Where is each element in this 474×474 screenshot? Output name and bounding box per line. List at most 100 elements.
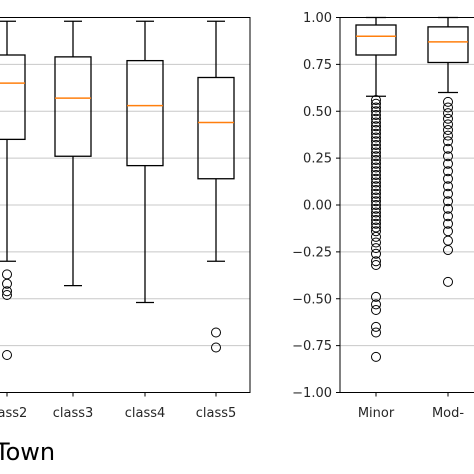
outlier-point <box>2 278 12 289</box>
outlier-point <box>443 166 453 177</box>
x-tick-label: Minor <box>358 406 395 421</box>
outlier-point <box>371 143 381 154</box>
outlier-point <box>371 121 381 132</box>
outlier-point <box>371 351 381 362</box>
y-tick-label: −1.00 <box>292 386 332 401</box>
x-tick-label: class5 <box>196 406 237 421</box>
outlier-point <box>371 188 381 199</box>
outlier-point <box>371 113 381 124</box>
outlier-point <box>371 128 381 139</box>
outlier-point <box>443 130 453 141</box>
y-tick-label: 1.00 <box>303 11 332 26</box>
outlier-point <box>443 245 453 255</box>
outlier-point <box>371 147 381 158</box>
outlier-point <box>371 218 381 229</box>
outlier-point <box>443 276 453 287</box>
outlier-point <box>371 95 381 105</box>
outlier-point <box>371 102 381 113</box>
outlier-point <box>371 140 381 150</box>
outlier-point <box>371 106 381 117</box>
outlier-point <box>371 256 381 267</box>
outlier-point <box>371 155 381 165</box>
outlier-point <box>371 231 381 242</box>
outlier-point <box>443 173 453 184</box>
iqr-box <box>0 54 26 141</box>
outlier-point <box>371 327 381 338</box>
box-Mod- <box>427 16 469 287</box>
right-box-plot-panel: 1.00 0.75 0.50 0.25 0.00 −0.25 −0.50 −0.75 −1.00… <box>292 11 474 421</box>
outlier-point <box>443 235 453 246</box>
right-y-axis-ticks: 1.00 0.75 0.50 0.25 0.00 −0.25 −0.50 −0.75 −1.00 <box>292 11 340 401</box>
outlier-point <box>371 162 381 173</box>
outlier-point <box>371 192 381 203</box>
outlier-point <box>371 196 381 207</box>
outlier-point <box>2 286 12 297</box>
iqr-box <box>126 59 164 167</box>
outlier-point <box>2 350 12 360</box>
outlier-point <box>371 158 381 169</box>
iqr-box <box>197 76 235 180</box>
outlier-point <box>443 113 453 124</box>
outlier-point <box>2 269 12 280</box>
outlier-point <box>371 248 381 259</box>
x-tick-label: class2 <box>0 406 27 421</box>
right-boxes <box>355 16 469 362</box>
outlier-point <box>2 290 12 300</box>
iqr-box <box>355 24 397 56</box>
y-tick-label: −0.75 <box>292 339 332 354</box>
outlier-point <box>371 181 381 192</box>
outlier-point <box>371 136 381 147</box>
outlier-point <box>371 173 381 184</box>
y-tick-label: 0.00 <box>303 199 332 214</box>
outlier-point <box>371 215 381 225</box>
outlier-point <box>443 119 453 130</box>
outlier-point <box>443 196 453 207</box>
box-Minor <box>355 16 397 362</box>
outlier-point <box>371 260 381 270</box>
outlier-point <box>371 132 381 143</box>
box-class3 <box>54 20 92 287</box>
left-gridlines <box>0 17 250 393</box>
outlier-point <box>371 291 381 302</box>
outlier-point <box>371 226 381 237</box>
outlier-point <box>371 207 381 218</box>
outlier-point <box>443 136 453 147</box>
x-tick-label: class3 <box>53 406 94 421</box>
outlier-point <box>443 108 453 119</box>
y-tick-label: 0.75 <box>303 58 332 73</box>
left-box-plot-panel: class2 class3 class4 class5 <box>0 17 251 421</box>
outlier-point <box>371 170 381 180</box>
outlier-point <box>371 117 381 128</box>
left-plot-frame <box>0 17 251 393</box>
outlier-point <box>371 125 381 135</box>
box-class5 <box>197 20 235 353</box>
outlier-point <box>371 211 381 222</box>
outlier-point <box>371 305 381 315</box>
outlier-point <box>371 166 381 177</box>
outlier-point <box>443 158 453 169</box>
outlier-point <box>371 98 381 109</box>
outlier-point <box>443 181 453 192</box>
iqr-box <box>427 26 469 64</box>
outlier-point <box>371 200 381 210</box>
outlier-point <box>371 177 381 188</box>
outlier-point <box>211 327 221 338</box>
outlier-point <box>371 151 381 162</box>
outlier-point <box>211 342 221 353</box>
outlier-point <box>371 321 381 332</box>
outlier-point <box>371 299 381 310</box>
box-class2 <box>0 20 26 360</box>
outlier-point <box>371 243 381 254</box>
outlier-point <box>443 218 453 229</box>
outlier-point <box>443 143 453 154</box>
y-tick-label: 0.25 <box>303 152 332 167</box>
right-x-tick-labels: Minor Mod- <box>358 392 464 421</box>
x-tick-label: class4 <box>125 406 166 421</box>
y-tick-label: −0.50 <box>292 292 332 307</box>
outlier-point <box>443 102 453 113</box>
x-tick-label: Mod- <box>432 406 464 421</box>
right-gridlines <box>340 17 474 393</box>
iqr-box <box>54 56 92 157</box>
outlier-point <box>371 237 381 248</box>
